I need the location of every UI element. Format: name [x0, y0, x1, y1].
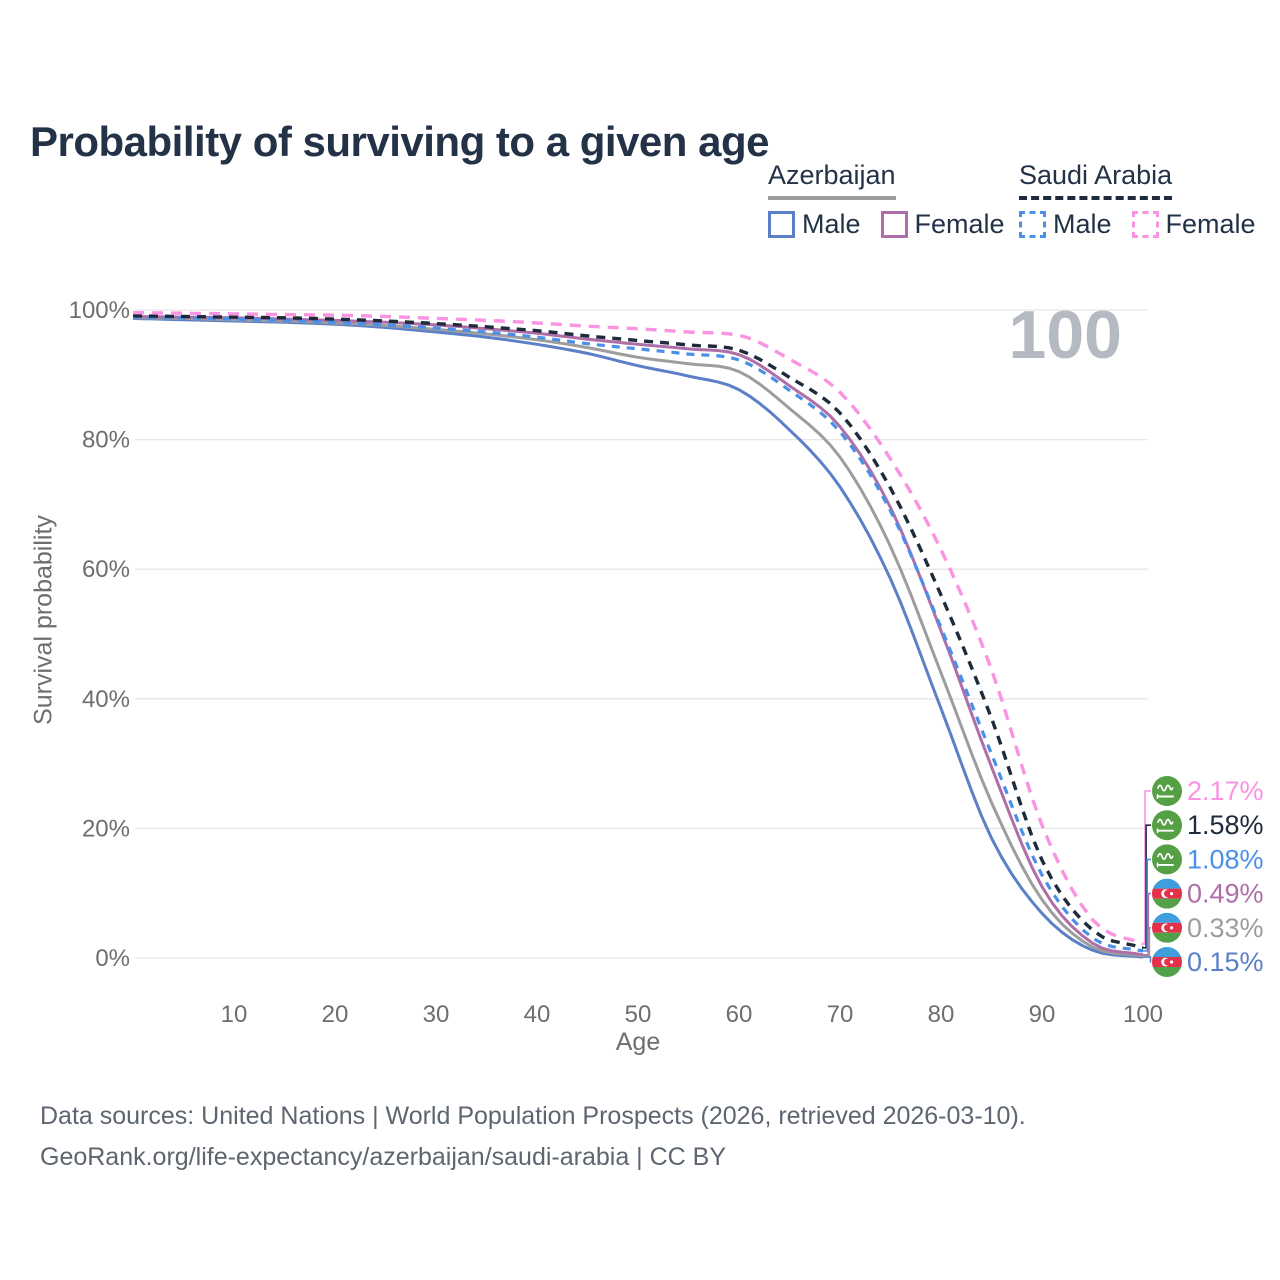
- end-label-az-female: 0.49%: [1187, 879, 1264, 909]
- x-tick-label-50: 50: [625, 1001, 652, 1028]
- legend-swatch-saudi-arabia-male: [1019, 211, 1046, 238]
- legend-item-saudi-arabia-female[interactable]: Female: [1131, 209, 1256, 240]
- end-label-sa-female: 2.17%: [1187, 776, 1264, 806]
- legend-item-azerbaijan-male[interactable]: Male: [768, 209, 861, 240]
- end-label-sa-total: 1.58%: [1187, 810, 1264, 840]
- legend-items-azerbaijan: Male Female: [768, 209, 1005, 240]
- legend-swatch-azerbaijan-male: [768, 211, 795, 238]
- legend-items-saudi-arabia: Male Female: [1019, 209, 1256, 240]
- legend-swatch-saudi-arabia-female: [1131, 211, 1159, 238]
- series-line-sa-male[interactable]: [132, 315, 1144, 953]
- series-line-az-total[interactable]: [132, 316, 1144, 958]
- series-line-az-male[interactable]: [132, 316, 1144, 959]
- series-line-az-female[interactable]: [132, 315, 1144, 957]
- series-line-sa-total[interactable]: [132, 314, 1144, 950]
- legend-group-azerbaijan: Azerbaijan Male Female: [768, 160, 1005, 240]
- end-label-az-male: 0.15%: [1187, 947, 1264, 977]
- x-tick-label-70: 70: [827, 1001, 854, 1028]
- x-axis-title: Age: [615, 1028, 661, 1056]
- legend-label-saudi-arabia-female: Female: [1165, 209, 1256, 239]
- legend-item-azerbaijan-female[interactable]: Female: [880, 209, 1005, 240]
- y-tick-label-20: 20%: [82, 815, 130, 842]
- y-tick-label-40: 40%: [82, 686, 130, 713]
- legend-swatch-azerbaijan-female: [880, 211, 908, 238]
- x-tick-label-60: 60: [726, 1001, 753, 1028]
- legend-label-azerbaijan-female: Female: [914, 209, 1005, 239]
- legend-country-azerbaijan[interactable]: Azerbaijan: [768, 160, 896, 200]
- x-tick-label-80: 80: [928, 1001, 955, 1028]
- legend-label-saudi-arabia-male: Male: [1053, 209, 1112, 239]
- end-label-az-total: 0.33%: [1187, 913, 1264, 943]
- footer: Data sources: United Nations | World Pop…: [40, 1096, 1026, 1178]
- legend-group-saudi-arabia: Saudi Arabia Male Female: [1019, 160, 1256, 240]
- legend-label-azerbaijan-male: Male: [802, 209, 861, 239]
- flag-icon-saudi-arabia: [1152, 776, 1182, 806]
- legend-item-saudi-arabia-male[interactable]: Male: [1019, 209, 1112, 240]
- flag-icon-saudi-arabia: [1152, 844, 1182, 875]
- x-tick-label-20: 20: [322, 1001, 349, 1028]
- flag-icon-azerbaijan: [1152, 912, 1182, 943]
- flag-icon-azerbaijan: [1152, 878, 1182, 909]
- x-tick-label-100: 100: [1123, 1001, 1163, 1028]
- y-tick-label-0: 0%: [95, 945, 130, 972]
- leader-line-az-total: [1143, 927, 1151, 957]
- y-tick-label-100: 100%: [69, 297, 130, 324]
- leader-line-sa-total: [1143, 824, 1151, 949]
- leader-line-az-male: [1143, 956, 1152, 963]
- leader-line-sa-female: [1143, 790, 1151, 945]
- series-line-sa-female[interactable]: [132, 310, 1144, 946]
- x-tick-label-30: 30: [423, 1001, 450, 1028]
- x-tick-label-90: 90: [1029, 1001, 1056, 1028]
- x-tick-label-40: 40: [524, 1001, 551, 1028]
- footer-sources: Data sources: United Nations | World Pop…: [40, 1102, 1026, 1130]
- flag-icon-azerbaijan: [1152, 947, 1182, 977]
- leader-line-sa-male: [1143, 858, 1151, 952]
- x-tick-label-10: 10: [221, 1001, 248, 1028]
- end-label-sa-male: 1.08%: [1187, 844, 1264, 874]
- legend-country-saudi-arabia[interactable]: Saudi Arabia: [1019, 160, 1173, 200]
- chart-title: Probability of surviving to a given age: [30, 118, 769, 166]
- y-tick-label-80: 80%: [82, 427, 130, 454]
- y-tick-label-60: 60%: [82, 556, 130, 583]
- footer-link: GeoRank.org/life-expectancy/azerbaijan/s…: [40, 1143, 727, 1171]
- leader-line-az-female: [1143, 892, 1151, 956]
- flag-icon-saudi-arabia: [1152, 810, 1182, 841]
